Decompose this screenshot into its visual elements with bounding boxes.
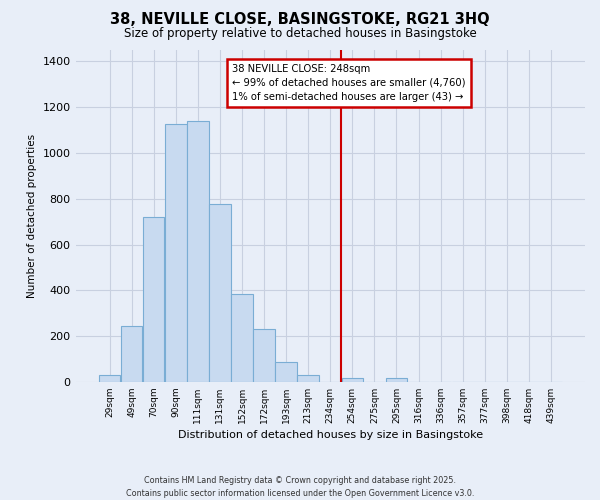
- Bar: [341, 378, 363, 382]
- Bar: [231, 294, 253, 382]
- Bar: [98, 375, 121, 382]
- Bar: [143, 217, 164, 382]
- Bar: [209, 204, 231, 382]
- Text: 38, NEVILLE CLOSE, BASINGSTOKE, RG21 3HQ: 38, NEVILLE CLOSE, BASINGSTOKE, RG21 3HQ: [110, 12, 490, 28]
- Text: Size of property relative to detached houses in Basingstoke: Size of property relative to detached ho…: [124, 28, 476, 40]
- Text: 38 NEVILLE CLOSE: 248sqm
← 99% of detached houses are smaller (4,760)
1% of semi: 38 NEVILLE CLOSE: 248sqm ← 99% of detach…: [232, 64, 466, 102]
- Text: Contains HM Land Registry data © Crown copyright and database right 2025.
Contai: Contains HM Land Registry data © Crown c…: [126, 476, 474, 498]
- Bar: [187, 121, 209, 382]
- Y-axis label: Number of detached properties: Number of detached properties: [27, 134, 37, 298]
- Bar: [386, 378, 407, 382]
- Bar: [165, 124, 187, 382]
- Bar: [121, 326, 142, 382]
- Bar: [275, 362, 297, 382]
- X-axis label: Distribution of detached houses by size in Basingstoke: Distribution of detached houses by size …: [178, 430, 483, 440]
- Bar: [253, 329, 275, 382]
- Bar: [298, 376, 319, 382]
